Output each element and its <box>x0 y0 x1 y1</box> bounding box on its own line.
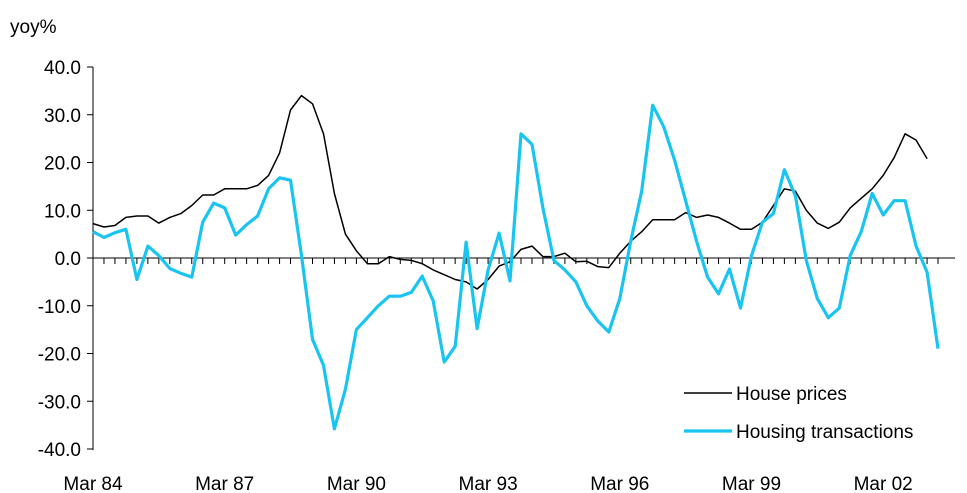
x-axis: Mar 84 Mar 87 Mar 90 Mar 93 Mar 96 Mar 99 Mar … <box>63 257 955 493</box>
y-tick-label: 10.0 <box>44 201 81 222</box>
y-tick-label: 40.0 <box>44 58 81 79</box>
y-axis: 40.0 30.0 20.0 10.0 0.0 -10.0 -20.0 -30.0 -40.0 <box>38 58 94 461</box>
y-tick-label: 20.0 <box>44 154 81 175</box>
y-tick-label: -30.0 <box>38 392 81 413</box>
y-tick-label: -10.0 <box>38 297 81 318</box>
x-tick-label: Mar 90 <box>327 474 386 493</box>
x-tick-label: Mar 02 <box>854 474 913 493</box>
y-axis-label: yoy% <box>10 17 57 38</box>
legend-label-house-prices: House prices <box>736 384 847 405</box>
x-tick-label: Mar 96 <box>590 474 649 493</box>
legend-label-housing-transactions: Housing transactions <box>736 422 913 443</box>
series-line-housing-transactions <box>92 103 940 431</box>
plot-area <box>92 94 940 431</box>
y-tick-label: -20.0 <box>38 345 81 366</box>
x-tick-label: Mar 87 <box>195 474 254 493</box>
x-tick-label: Mar 99 <box>722 474 781 493</box>
x-tick-label: Mar 84 <box>63 474 123 493</box>
y-tick-label: 0.0 <box>55 249 81 270</box>
x-tick-label: Mar 93 <box>459 474 518 493</box>
y-tick-label: -40.0 <box>38 440 81 461</box>
legend: House prices Housing transactions <box>684 384 913 443</box>
y-tick-label: 30.0 <box>44 106 81 127</box>
